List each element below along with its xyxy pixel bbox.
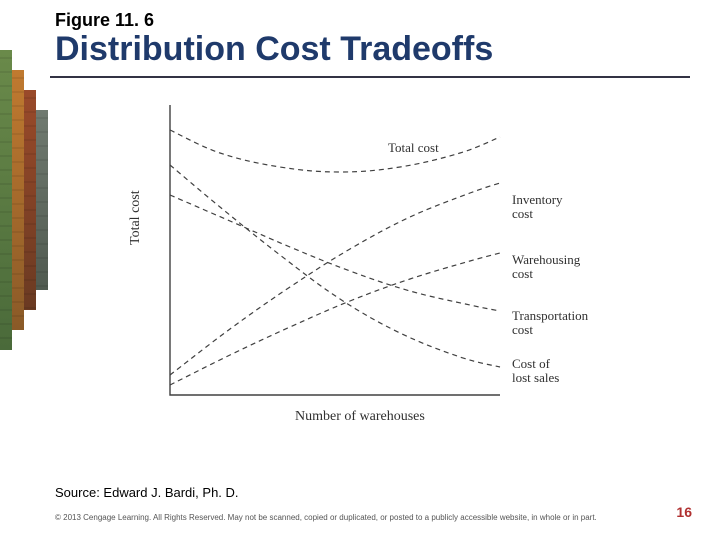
y-axis-label: Total cost <box>128 190 144 245</box>
curve-transportation-cost <box>170 195 500 311</box>
curve-total-cost <box>170 130 500 172</box>
main-title: Distribution Cost Tradeoffs <box>55 30 493 69</box>
curve-label-total-cost: Total cost <box>388 141 439 155</box>
sidebar-deco <box>0 50 48 350</box>
source-line: Source: Edward J. Bardi, Ph. D. <box>55 485 239 500</box>
curve-label-inventory-cost: Inventorycost <box>512 193 563 222</box>
curve-label-warehousing-cost: Warehousingcost <box>512 253 580 282</box>
curve-cost-of-lost-sales <box>170 165 500 367</box>
chart: Total cost Number of warehouses Total co… <box>140 95 600 435</box>
curve-label-cost-of-lost-sales: Cost oflost sales <box>512 357 559 386</box>
page-number: 16 <box>676 504 692 520</box>
figure-label: Figure 11. 6 <box>55 10 154 31</box>
curve-inventory-cost <box>170 183 500 375</box>
copyright-line: © 2013 Cengage Learning. All Rights Rese… <box>55 513 597 522</box>
curve-label-transportation-cost: Transportationcost <box>512 309 588 338</box>
x-axis-label: Number of warehouses <box>295 409 425 425</box>
title-rule <box>50 76 690 78</box>
axes <box>170 105 500 395</box>
slide: Figure 11. 6 Distribution Cost Tradeoffs… <box>0 0 720 540</box>
curve-warehousing-cost <box>170 253 500 385</box>
